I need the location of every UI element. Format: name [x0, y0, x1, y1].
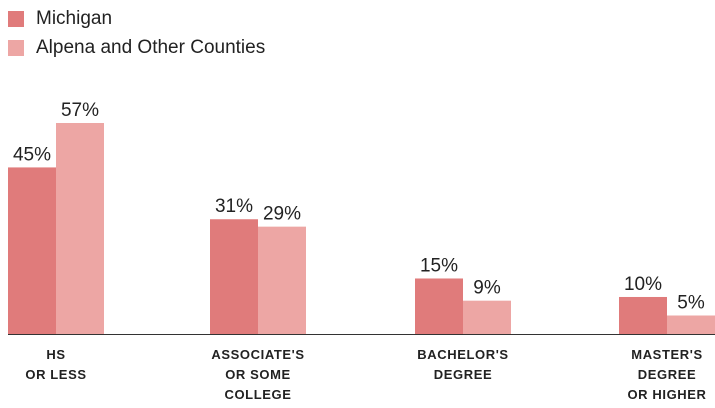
bar-michigan-3 — [619, 296, 667, 334]
category-label-3-0: MASTER'S — [631, 347, 702, 362]
category-label-1-2: COLLEGE — [224, 387, 291, 402]
bar-alpena-1 — [258, 226, 306, 334]
category-label-3-1: DEGREE — [638, 367, 697, 382]
data-label-michigan-0: 45% — [13, 144, 51, 165]
category-label-2-0: BACHELOR'S — [417, 347, 508, 362]
category-label-3-2: OR HIGHER — [627, 387, 706, 402]
data-label-michigan-1: 31% — [215, 196, 253, 217]
category-label-0-0: HS — [46, 347, 65, 362]
data-label-alpena-3: 5% — [677, 292, 705, 313]
bar-michigan-2 — [415, 278, 463, 334]
data-label-alpena-2: 9% — [473, 278, 501, 299]
data-label-michigan-2: 15% — [420, 255, 458, 276]
legend: Michigan Alpena and Other Counties — [8, 4, 265, 62]
bar-alpena-0 — [56, 123, 104, 334]
legend-label-alpena: Alpena and Other Counties — [36, 36, 266, 58]
data-label-michigan-3: 10% — [624, 274, 662, 295]
category-label-2-1: DEGREE — [434, 367, 493, 382]
data-label-alpena-1: 29% — [263, 204, 301, 225]
legend-item-alpena: Alpena and Other Counties — [8, 33, 265, 62]
bar-alpena-3 — [667, 315, 715, 334]
bar-michigan-0 — [8, 167, 56, 334]
category-label-1-1: OR SOME — [225, 367, 291, 382]
category-label-0-1: OR LESS — [25, 367, 86, 382]
category-label-1-0: ASSOCIATE'S — [211, 347, 304, 362]
legend-swatch-michigan — [8, 10, 24, 27]
bar-michigan-1 — [210, 219, 258, 334]
bar-alpena-2 — [463, 300, 511, 334]
legend-label-michigan: Michigan — [36, 7, 113, 29]
legend-item-michigan: Michigan — [8, 4, 265, 33]
legend-swatch-alpena — [8, 39, 24, 56]
data-label-alpena-0: 57% — [61, 100, 99, 121]
